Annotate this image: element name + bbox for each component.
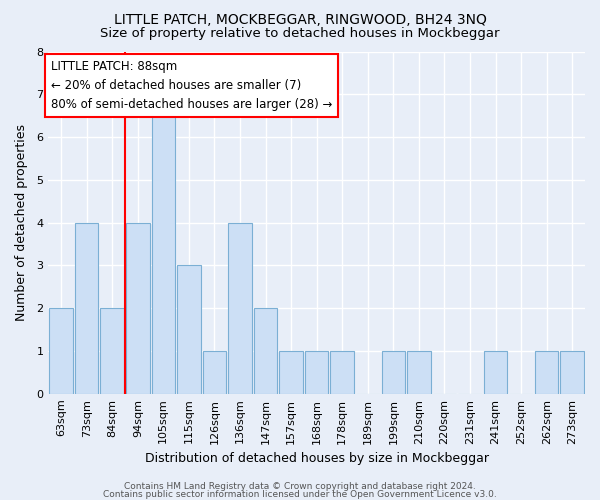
Bar xyxy=(280,351,303,394)
Text: LITTLE PATCH, MOCKBEGGAR, RINGWOOD, BH24 3NQ: LITTLE PATCH, MOCKBEGGAR, RINGWOOD, BH24… xyxy=(113,12,487,26)
Bar xyxy=(177,266,200,394)
Bar xyxy=(228,222,252,394)
Bar xyxy=(100,308,124,394)
Bar xyxy=(203,351,226,394)
Bar xyxy=(305,351,328,394)
Bar xyxy=(126,222,149,394)
Text: Size of property relative to detached houses in Mockbeggar: Size of property relative to detached ho… xyxy=(100,28,500,40)
Bar xyxy=(49,308,73,394)
Bar xyxy=(75,222,98,394)
Bar xyxy=(382,351,405,394)
Text: LITTLE PATCH: 88sqm
← 20% of detached houses are smaller (7)
80% of semi-detache: LITTLE PATCH: 88sqm ← 20% of detached ho… xyxy=(51,60,332,111)
Bar xyxy=(254,308,277,394)
Text: Contains public sector information licensed under the Open Government Licence v3: Contains public sector information licen… xyxy=(103,490,497,499)
Bar xyxy=(407,351,431,394)
Bar xyxy=(535,351,559,394)
Bar xyxy=(331,351,354,394)
Y-axis label: Number of detached properties: Number of detached properties xyxy=(15,124,28,321)
Bar xyxy=(152,94,175,394)
X-axis label: Distribution of detached houses by size in Mockbeggar: Distribution of detached houses by size … xyxy=(145,452,488,465)
Bar xyxy=(560,351,584,394)
Bar xyxy=(484,351,508,394)
Text: Contains HM Land Registry data © Crown copyright and database right 2024.: Contains HM Land Registry data © Crown c… xyxy=(124,482,476,491)
